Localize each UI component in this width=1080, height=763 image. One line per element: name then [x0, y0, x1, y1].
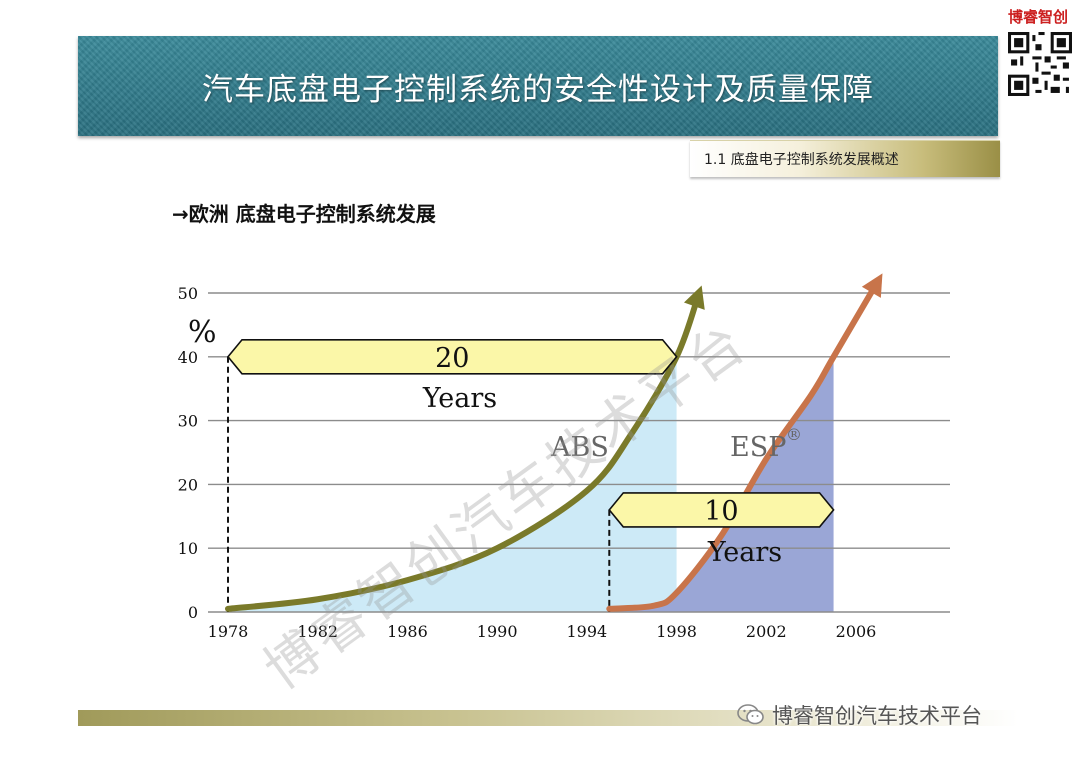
y-axis-label: % — [188, 315, 217, 350]
span-value-2: 10 — [704, 496, 738, 527]
esp-curve-arrowhead — [861, 273, 883, 298]
title-banner: 汽车底盘电子控制系统的安全性设计及质量保障 — [78, 36, 998, 136]
footer-bar — [78, 710, 1018, 726]
x-tick-label: 2006 — [836, 622, 877, 641]
x-tick-label: 1994 — [566, 622, 607, 641]
slide-title: 汽车底盘电子控制系统的安全性设计及质量保障 — [202, 71, 874, 108]
x-tick-label: 1998 — [656, 622, 697, 641]
section-tab: 1.1 底盘电子控制系统发展概述 — [690, 140, 1000, 177]
y-tick-label: 10 — [178, 539, 198, 558]
span-unit-2: Years — [707, 537, 782, 568]
section-tab-label: 1.1 底盘电子控制系统发展概述 — [704, 152, 899, 168]
y-tick-label: 20 — [178, 475, 198, 494]
x-tick-label: 2002 — [746, 622, 787, 641]
series-label-esp: ESP — [730, 432, 786, 463]
footer-brand: 博睿智创汽车技术平台 — [736, 700, 982, 730]
wechat-icon — [737, 704, 764, 725]
qr-code-icon — [1008, 32, 1072, 96]
x-tick-label: 1986 — [387, 622, 428, 641]
esp-area — [609, 353, 836, 612]
abs-curve-arrowhead — [683, 285, 705, 310]
y-tick-label: 30 — [178, 412, 198, 431]
span-arrow-1 — [226, 338, 678, 375]
x-tick-label: 1982 — [297, 622, 338, 641]
series-label-esp-mark: ® — [786, 425, 802, 444]
y-tick-label: 50 — [178, 284, 198, 303]
footer-brand-label: 博睿智创汽车技术平台 — [772, 704, 982, 728]
brand-logo-text: 博睿智创 — [1007, 8, 1068, 26]
y-tick-label: 0 — [188, 603, 198, 622]
abs-area — [228, 351, 680, 612]
x-tick-label: 1990 — [477, 622, 518, 641]
span-unit-1: Years — [422, 383, 497, 414]
span-value-1: 20 — [435, 343, 469, 374]
series-label-abs: ABS — [550, 432, 609, 463]
span-arrow-2 — [608, 492, 835, 528]
subheading: →欧洲 底盘电子控制系统发展 — [172, 202, 436, 226]
y-tick-label: 40 — [178, 348, 198, 367]
abs-curve-line — [225, 290, 702, 612]
x-tick-label: 1978 — [208, 622, 249, 641]
esp-curve-line — [606, 277, 882, 612]
